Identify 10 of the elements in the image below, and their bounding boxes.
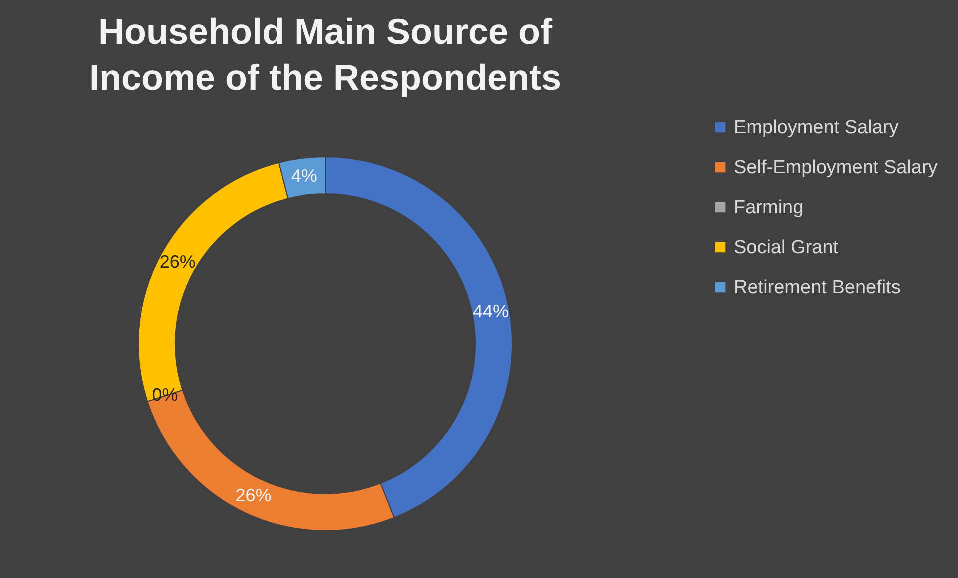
chart-title: Household Main Source of Income of the Respondents: [89, 11, 562, 98]
legend-label: Employment Salary: [734, 118, 900, 138]
legend-label: Social Grant: [734, 238, 840, 258]
legend-label: Retirement Benefits: [734, 278, 901, 298]
data-label: 4%: [291, 166, 318, 186]
data-label: 26%: [236, 485, 272, 506]
data-label: 44%: [473, 301, 510, 322]
legend-label: Farming: [734, 198, 804, 218]
legend-label: Self-Employment Salary: [734, 158, 938, 178]
data-label: 26%: [160, 252, 196, 272]
